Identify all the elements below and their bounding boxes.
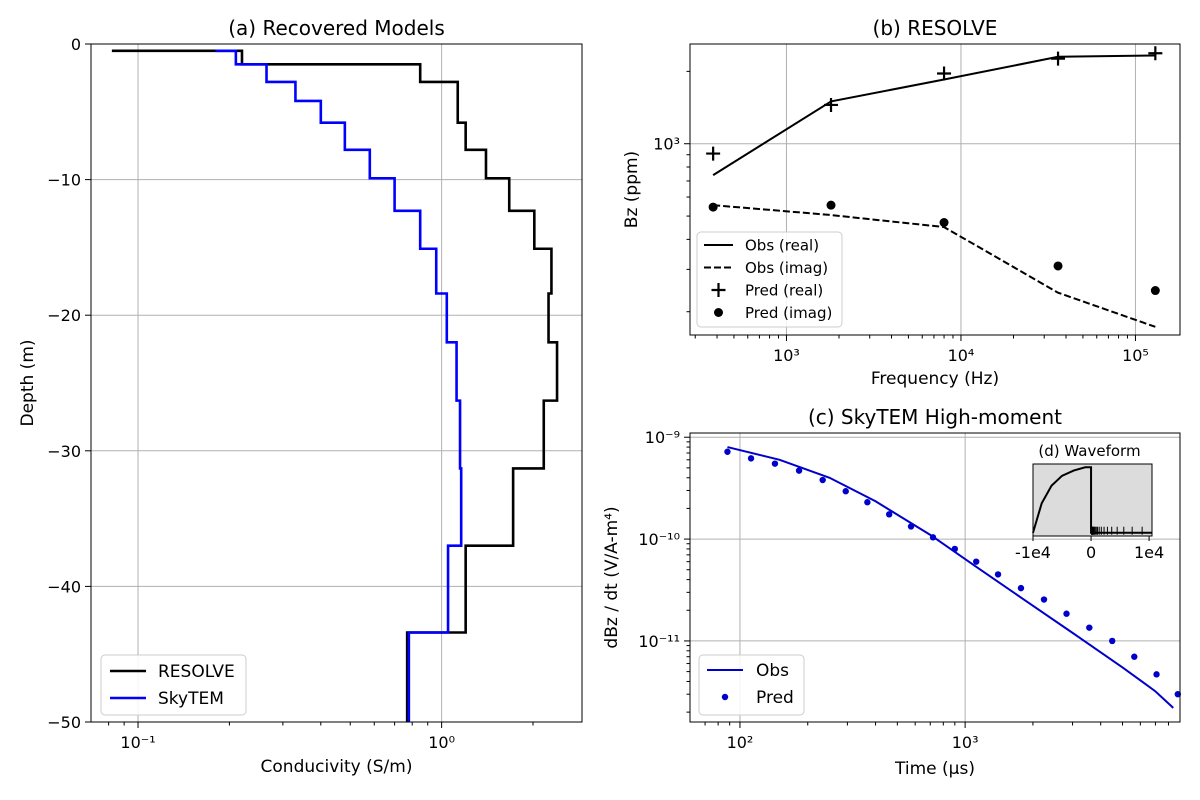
a-xtick-label: 10⁰: [428, 733, 455, 752]
c-pred-marker: [907, 523, 915, 530]
b-xtick-label: 10⁵: [1122, 346, 1149, 365]
d-xtick-label: 0: [1086, 543, 1096, 562]
c-pred-marker: [864, 499, 871, 506]
a-ytick-label: −20: [47, 306, 81, 325]
c-pred-marker: [1174, 690, 1182, 698]
b-legend-label: Obs (real): [745, 237, 819, 255]
b-legend-label: Pred (real): [745, 282, 823, 300]
a-series-resolve: [111, 49, 559, 722]
c-ytick-label: 10⁻⁹: [645, 428, 680, 447]
b-ylabel: Bz (ppm): [622, 151, 642, 228]
b-series-obs-real: [712, 54, 1156, 177]
a-ytick-label: 0: [71, 35, 81, 54]
b-title: (b) RESOLVE: [873, 16, 998, 40]
c-ytick-label: 10⁻¹¹: [638, 632, 680, 651]
c-legend-label: Obs: [756, 661, 789, 681]
b-pred-real-marker: [824, 97, 839, 112]
b-series-obs-imag: [713, 204, 1156, 328]
c-pred-marker: [1086, 624, 1093, 631]
b-frame: [689, 43, 1181, 336]
d-xtick-label: 1e4: [1134, 543, 1164, 562]
c-pred-marker: [795, 467, 803, 474]
b-pred-imag-marker: [939, 218, 949, 228]
c-xlabel: Time (μs): [894, 759, 975, 779]
a-title: (a) Recovered Models: [228, 16, 445, 40]
d-xtick-label: -1e4: [1015, 543, 1051, 562]
a-ylabel: Depth (m): [18, 339, 38, 426]
b-pred-imag-marker: [708, 202, 718, 212]
d-plot-area: [1032, 463, 1153, 537]
c-ytick-label: 10⁻¹⁰: [638, 530, 680, 549]
b-pred-real-marker: [706, 146, 721, 161]
c-pred-marker: [1063, 610, 1070, 617]
c-pred-marker: [951, 545, 959, 553]
a-ytick-label: −40: [47, 577, 81, 596]
c-pred-marker: [1017, 584, 1025, 592]
c-pred-marker: [929, 534, 937, 541]
b-pred-imag-marker: [1150, 286, 1160, 296]
b-pred-real-marker: [1051, 51, 1066, 66]
c-pred-marker: [771, 460, 779, 467]
a-ytick-label: −30: [47, 442, 81, 461]
c-pred-marker: [747, 455, 755, 462]
b-pred-imag-marker: [826, 200, 836, 210]
a-ytick-label: −50: [47, 713, 81, 732]
b-legend-swatch: [714, 308, 723, 317]
c-pred-marker: [973, 558, 980, 565]
b-ytick-label: 10³: [653, 135, 680, 154]
b-legend-swatch: [711, 283, 726, 297]
c-xtick-label: 10³: [952, 733, 979, 752]
c-xtick-label: 10²: [727, 733, 754, 752]
c-pred-marker: [885, 511, 893, 518]
a-legend-label: RESOLVE: [158, 662, 235, 682]
c-pred-marker: [724, 448, 731, 455]
b-xtick-label: 10⁴: [948, 346, 975, 365]
a-series-skytem: [215, 49, 463, 722]
c-pred-marker: [1153, 671, 1160, 678]
c-pred-marker: [994, 571, 1002, 578]
a-legend-label: SkyTEM: [158, 689, 224, 709]
a-frame: [90, 43, 583, 723]
c-pred-marker: [819, 476, 826, 484]
c-pred-marker: [1109, 637, 1116, 645]
c-pred-marker: [842, 488, 849, 495]
b-legend: [696, 231, 843, 328]
a-ytick-label: −10: [47, 171, 81, 190]
d-title: (d) Waveform: [1038, 442, 1140, 460]
b-xtick-label: 10³: [773, 346, 800, 365]
c-pred-marker: [1040, 596, 1048, 603]
b-pred-real-marker: [937, 66, 952, 81]
b-xlabel: Frequency (Hz): [871, 369, 999, 389]
c-frame: [689, 432, 1181, 723]
b-pred-imag-marker: [1053, 261, 1063, 271]
c-legend-swatch: [721, 693, 729, 701]
c-ylabel: dBz / dt (V/A-m⁴): [602, 506, 622, 648]
b-legend-label: Pred (imag): [745, 304, 832, 322]
c-title: (c) SkyTEM High-moment: [808, 405, 1062, 429]
c-pred-marker: [1131, 653, 1138, 660]
b-legend-label: Obs (imag): [745, 259, 828, 277]
c-legend-label: Pred: [756, 688, 794, 708]
c-series-obs: [727, 446, 1174, 709]
b-pred-real-marker: [1148, 46, 1163, 61]
a-xtick-label: 10⁻¹: [120, 733, 155, 752]
a-xlabel: Conducivity (S/m): [261, 757, 413, 777]
d-waveform-line: [1032, 466, 1152, 534]
